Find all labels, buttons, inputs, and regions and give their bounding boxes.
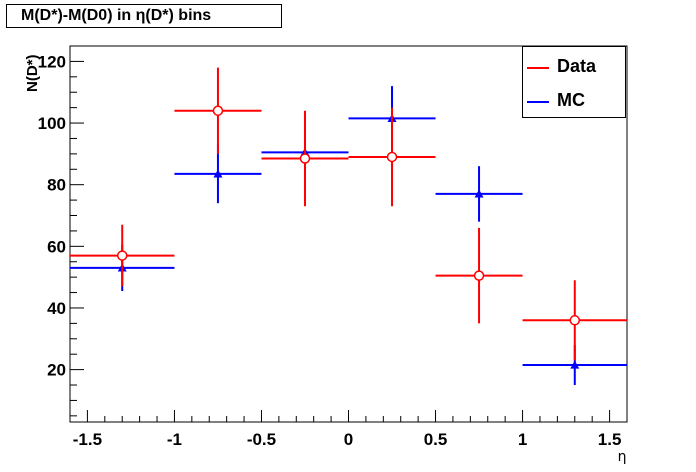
data-point <box>474 189 484 198</box>
data-point <box>570 360 580 369</box>
legend-entry-mc: MC <box>523 89 625 115</box>
legend: Data MC <box>522 46 626 118</box>
chart-title: M(D*)-M(D0) in η(D*) bins <box>6 4 282 28</box>
chart-title-text: M(D*)-M(D0) in η(D*) bins <box>21 7 212 24</box>
x-axis: -1.5 -1 -0.5 0 0.5 1 1.5 <box>69 410 628 449</box>
x-tick-label: 0 <box>344 430 353 449</box>
data-point <box>473 270 485 281</box>
y-tick-label: 80 <box>47 176 66 195</box>
y-tick-label: 100 <box>38 114 66 133</box>
x-tick-label: 1 <box>518 430 527 449</box>
y-axis-title: N(D*) <box>24 55 41 93</box>
data-point <box>116 250 128 261</box>
x-axis-title: η <box>618 449 627 465</box>
legend-label-mc: MC <box>557 90 585 110</box>
x-tick-label: 0.5 <box>424 430 448 449</box>
y-tick-label: 60 <box>47 237 66 256</box>
x-tick-label: -0.5 <box>247 430 276 449</box>
data-point <box>213 169 223 178</box>
data-point <box>299 153 311 164</box>
legend-entry-data: Data <box>523 55 625 81</box>
y-tick-label: 40 <box>47 299 66 318</box>
data-point <box>386 151 398 163</box>
x-tick-label: -1.5 <box>73 430 102 449</box>
x-tick-label: -1 <box>167 430 182 449</box>
legend-label-data: Data <box>557 56 597 76</box>
data-point <box>569 315 581 326</box>
legend-swatch-data <box>527 67 549 69</box>
y-tick-label: 120 <box>38 52 66 71</box>
series-data <box>70 67 627 361</box>
series-mc <box>70 86 627 386</box>
data-point <box>212 105 224 116</box>
plot-series <box>70 67 627 386</box>
y-tick-label: 20 <box>47 361 66 380</box>
x-tick-label: 1.5 <box>598 430 622 449</box>
y-axis: 20 40 60 80 100 120 <box>38 45 84 417</box>
legend-swatch-mc <box>527 101 549 103</box>
